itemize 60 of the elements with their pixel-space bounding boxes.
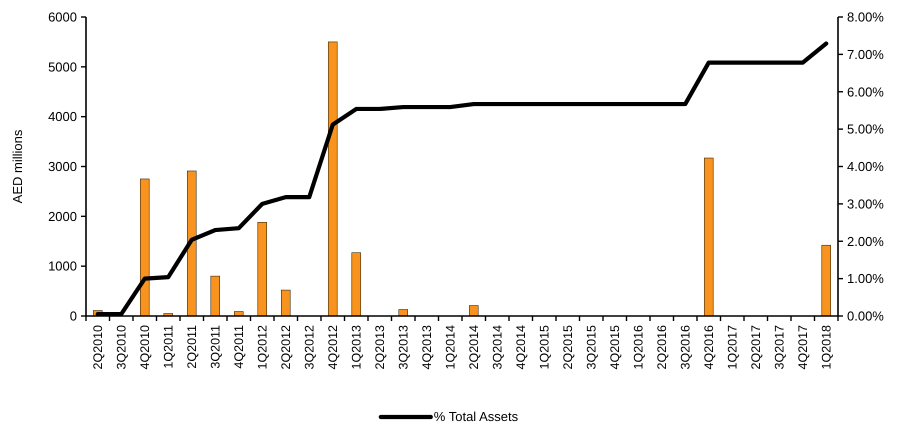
y2-tick-label: 8.00%	[847, 10, 884, 24]
x-tick-label: 4Q2013	[420, 324, 434, 370]
x-tick-label: 1Q2018	[819, 324, 834, 370]
y2-tick-label: 3.00%	[847, 196, 884, 212]
y2-tick-label: 6.00%	[847, 84, 884, 100]
x-tick-label: 1Q2013	[349, 324, 364, 370]
x-tick-label: 1Q2012	[255, 324, 270, 370]
bar	[468, 305, 479, 316]
bar	[186, 170, 197, 316]
bar	[140, 178, 150, 316]
y-tick-label: 0	[70, 308, 77, 324]
bar	[210, 276, 220, 316]
bar	[351, 252, 362, 316]
x-tick-label: 1Q2015	[537, 324, 552, 370]
x-tick-label: 4Q2016	[702, 324, 716, 370]
y-tick-label: 5000	[48, 59, 77, 74]
x-tick-label: 2Q2010	[90, 324, 105, 370]
x-tick-label: 1Q2011	[161, 324, 176, 369]
x-tick-label: 4Q2011	[232, 324, 246, 369]
x-tick-label: 3Q2017	[772, 324, 786, 370]
x-tick-label: 1Q2016	[631, 324, 646, 370]
x-tick-label: 2Q2017	[748, 324, 763, 370]
bar	[328, 42, 338, 316]
y2-tick-label: 0.00%	[847, 308, 884, 324]
x-tick-label: 1Q2017	[725, 324, 740, 370]
y-tick-label: 6000	[48, 10, 77, 24]
x-tick-label: 3Q2012	[302, 324, 316, 370]
y-tick-label: 3000	[48, 159, 77, 174]
x-tick-label: 2Q2015	[560, 324, 575, 370]
x-tick-label: 3Q2016	[678, 324, 692, 370]
bar	[280, 290, 291, 316]
x-tick-label: 2Q2013	[372, 324, 387, 370]
y2-tick-label: 4.00%	[847, 159, 884, 174]
x-tick-label: 2Q2014	[466, 324, 481, 370]
x-tick-label: 4Q2015	[608, 324, 622, 370]
legend-label: % Total Assets	[434, 409, 519, 424]
y-axis-title: AED millions	[10, 129, 25, 204]
y-tick-label: 4000	[48, 109, 77, 124]
y2-tick-label: 7.00%	[847, 46, 884, 62]
x-tick-label: 4Q2014	[514, 324, 528, 370]
bar	[704, 158, 714, 316]
y-tick-label: 1000	[48, 258, 77, 274]
x-tick-label: 2Q2011	[184, 324, 199, 369]
bar	[257, 222, 268, 316]
x-tick-label: 2Q2012	[278, 324, 293, 370]
x-tick-label: 3Q2014	[490, 324, 504, 370]
x-tick-label: 3Q2013	[396, 324, 410, 370]
bar	[821, 244, 832, 316]
x-tick-label: 3Q2010	[114, 324, 128, 370]
x-tick-label: 4Q2012	[326, 324, 340, 370]
x-tick-label: 3Q2011	[208, 324, 222, 369]
x-tick-label: 2Q2016	[654, 324, 669, 370]
x-tick-label: 4Q2010	[138, 324, 152, 370]
x-tick-label: 3Q2015	[584, 324, 598, 370]
y2-tick-label: 1.00%	[847, 271, 884, 286]
y2-tick-label: 5.00%	[847, 122, 884, 137]
y2-tick-label: 2.00%	[847, 234, 884, 249]
x-tick-label: 4Q2017	[796, 324, 810, 370]
y-tick-label: 2000	[48, 208, 77, 224]
x-tick-label: 1Q2014	[443, 324, 458, 370]
